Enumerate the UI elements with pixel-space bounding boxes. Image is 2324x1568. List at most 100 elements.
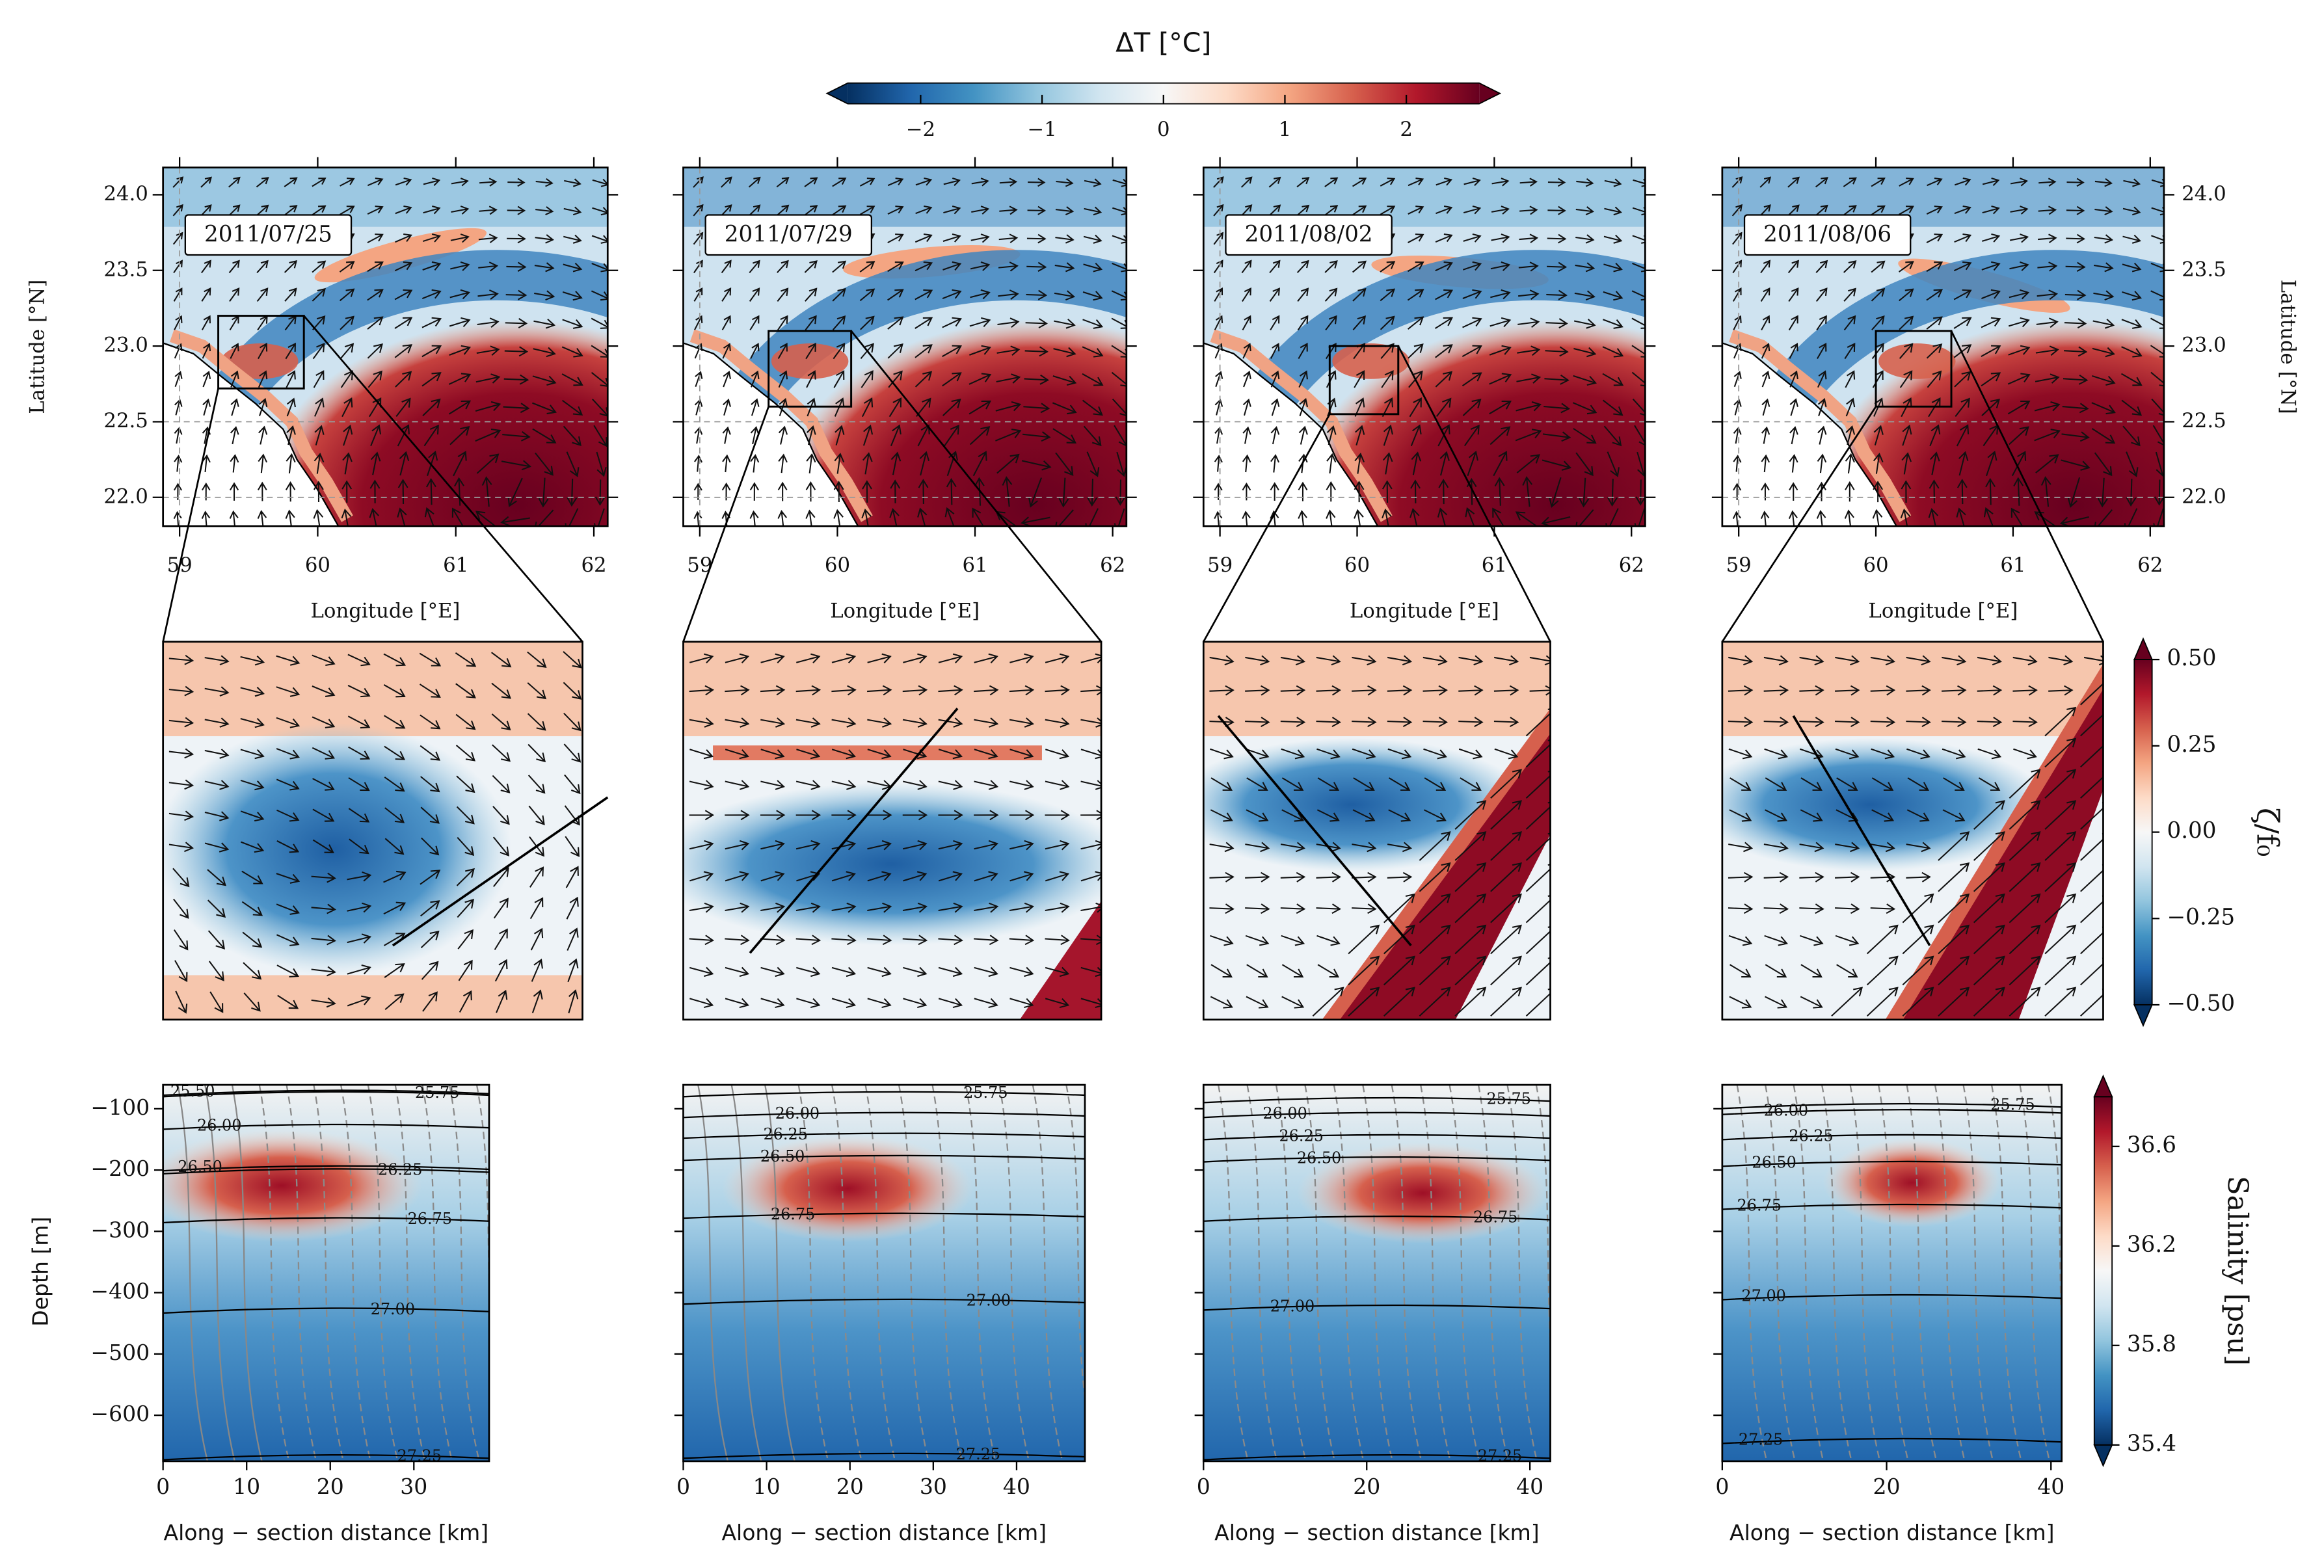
velocity-arrow	[2064, 318, 2087, 328]
velocity-arrow	[1408, 233, 1424, 243]
velocity-arrow	[2094, 452, 2113, 477]
velocity-arrow	[1787, 259, 1800, 274]
velocity-arrow	[1981, 398, 2001, 416]
velocity-arrow	[831, 966, 857, 977]
velocity-arrow	[834, 397, 845, 417]
velocity-arrow	[172, 176, 184, 188]
velocity-arrow	[1408, 178, 1424, 187]
velocity-arrow	[887, 289, 904, 301]
velocity-contour	[204, 1085, 235, 1461]
velocity-arrow	[2008, 317, 2030, 328]
x-axis-label: Along − section distance [km]	[164, 1520, 489, 1545]
velocity-arrow	[312, 716, 336, 728]
velocity-arrow	[2038, 206, 2057, 215]
velocity-arrow	[723, 370, 731, 388]
velocity-arrow	[1281, 809, 1305, 822]
velocity-arrow	[689, 998, 714, 1009]
zoom-connector	[1950, 330, 2104, 643]
velocity-arrow	[284, 260, 298, 273]
velocity-arrow	[1928, 508, 1939, 527]
velocity-arrow	[209, 991, 224, 1013]
velocity-arrow	[1799, 655, 1824, 666]
isopycnal	[1722, 1294, 2062, 1301]
velocity-arrow	[1419, 831, 1451, 861]
velocity-arrow	[1454, 862, 1487, 892]
velocity-arrow	[1728, 748, 1753, 760]
velocity-arrow	[1845, 425, 1856, 445]
velocity-arrow	[1525, 708, 1551, 737]
velocity-arrow	[795, 840, 821, 851]
velocity-arrow	[1871, 809, 1895, 822]
velocity-arrow	[425, 478, 436, 505]
velocity-arrow	[394, 289, 413, 300]
velocity-arrow	[457, 837, 475, 857]
velocity-arrow	[1800, 777, 1823, 791]
velocity-contour	[697, 1085, 728, 1461]
velocity-arrow	[1942, 685, 1967, 696]
velocity-arrow	[1245, 935, 1270, 946]
velocity-arrow	[777, 259, 789, 273]
velocity-arrow	[689, 902, 714, 913]
velocity-arrow	[2126, 451, 2139, 477]
velocity-arrow	[1799, 748, 1824, 760]
velocity-arrow	[241, 901, 263, 916]
velocity-arrow	[451, 206, 470, 215]
velocity-arrow	[2064, 289, 2087, 300]
velocity-arrow	[276, 686, 301, 697]
velocity-arrow	[567, 958, 579, 983]
y-tick-label: −600	[90, 1401, 150, 1426]
velocity-arrow	[395, 206, 412, 215]
velocity-arrow	[1982, 178, 2000, 186]
isopycnal	[1722, 1102, 2062, 1110]
velocity-arrow	[1871, 748, 1895, 760]
velocity-arrow	[2091, 402, 2116, 415]
velocity-arrow	[946, 477, 957, 505]
velocity-arrow	[2009, 233, 2029, 243]
velocity-arrow	[831, 998, 856, 1009]
zoom-box	[1875, 330, 1953, 408]
velocity-arrow	[1241, 204, 1253, 217]
velocity-arrow	[1462, 317, 1482, 328]
velocity-arrow	[1866, 924, 1899, 955]
velocity-arrow	[423, 424, 439, 447]
velocity-arrow	[725, 653, 750, 663]
map-frame	[1202, 166, 1646, 527]
velocity-arrow	[1632, 235, 1646, 244]
vorticity-field	[163, 641, 583, 1020]
velocity-arrow	[1906, 655, 1931, 666]
velocity-arrow	[867, 840, 892, 851]
velocity-arrow	[384, 777, 405, 792]
velocity-arrow	[561, 399, 583, 416]
velocity-arrow	[1381, 370, 1394, 388]
velocity-arrow	[974, 902, 999, 913]
velocity-arrow	[1281, 964, 1304, 978]
velocity-arrow	[258, 342, 268, 360]
velocity-arrow	[1316, 717, 1341, 727]
velocity-arrow	[1270, 426, 1280, 445]
map-field	[163, 167, 608, 527]
warm-filament	[1332, 343, 1409, 379]
contour-label: 26.50	[760, 1147, 805, 1165]
velocity-arrow	[1439, 451, 1450, 476]
colorbar-extend	[2093, 1074, 2113, 1098]
velocity-arrow	[1985, 477, 1996, 505]
velocity-arrow	[1454, 831, 1487, 861]
velocity-arrow	[276, 840, 300, 853]
velocity-arrow	[1387, 871, 1413, 883]
velocity-arrow	[749, 204, 761, 217]
velocity-arrow	[1574, 290, 1596, 301]
velocity-arrow	[944, 507, 955, 527]
velocity-arrow	[456, 868, 475, 886]
velocity-arrow	[241, 870, 263, 884]
velocity-arrow	[1516, 401, 1542, 412]
velocity-arrow	[1463, 206, 1482, 215]
velocity-arrow	[1326, 453, 1337, 473]
velocity-arrow	[1631, 371, 1646, 387]
velocity-arrow	[2066, 233, 2086, 244]
velocity-arrow	[1409, 508, 1420, 527]
velocity-arrow	[1492, 507, 1504, 527]
velocity-contour	[864, 1085, 896, 1461]
velocity-arrow	[312, 808, 335, 822]
velocity-arrow	[890, 424, 902, 447]
velocity-arrow	[230, 343, 239, 359]
